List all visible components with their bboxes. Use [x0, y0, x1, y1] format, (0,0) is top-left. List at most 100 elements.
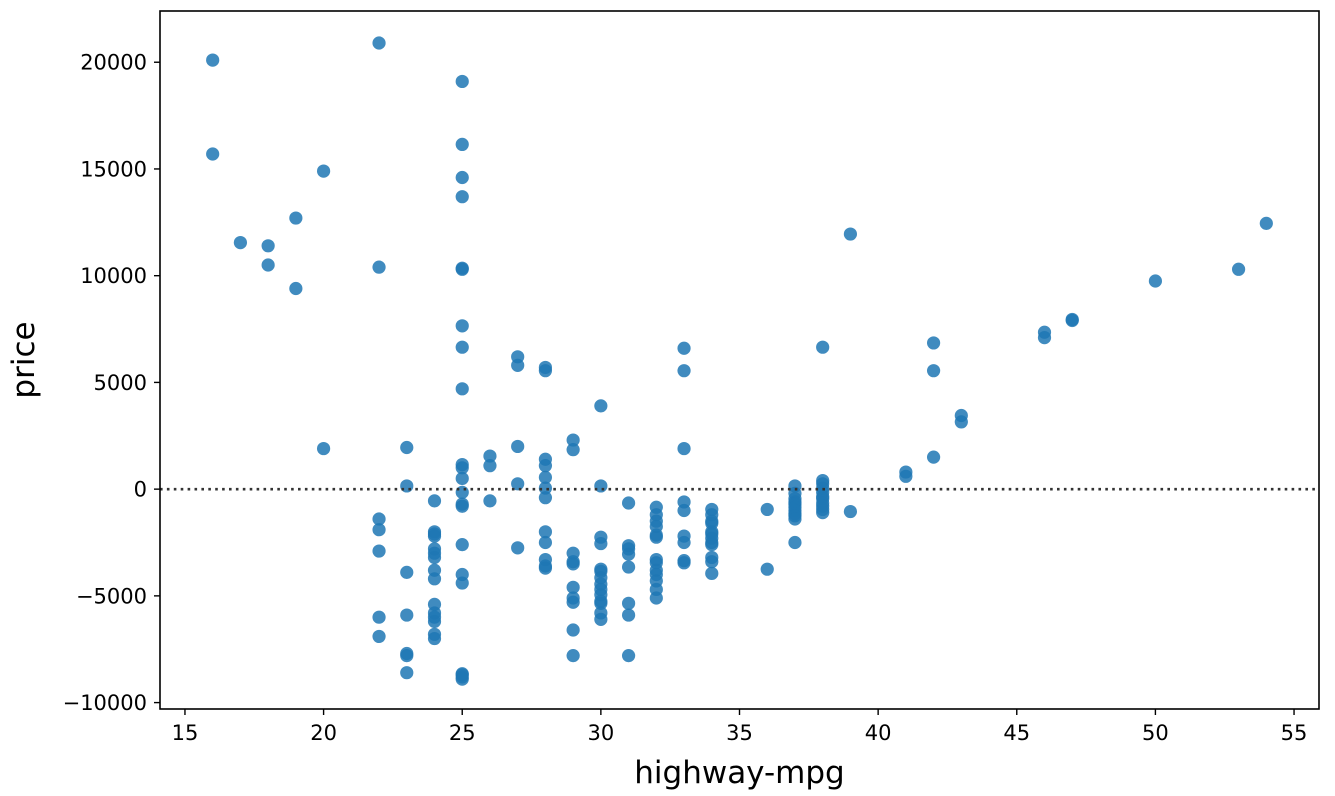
data-point [372, 36, 386, 50]
data-point [566, 557, 580, 571]
data-point [760, 562, 774, 576]
data-point [677, 503, 691, 518]
y-axis-ticks: −10000 −5000 0 5000 10000 15000 20000 [63, 51, 160, 715]
data-point [400, 565, 414, 579]
data-point [289, 281, 303, 296]
data-point [400, 608, 414, 622]
data-point [538, 459, 553, 473]
data-point [1065, 313, 1079, 328]
x-tick-label: 40 [865, 721, 892, 745]
data-point [1037, 330, 1052, 345]
data-point [677, 341, 691, 355]
data-point [538, 481, 553, 495]
data-point [926, 336, 941, 350]
data-point [372, 610, 386, 624]
data-point [455, 672, 469, 686]
data-point [649, 591, 663, 605]
x-tick-label: 45 [1003, 721, 1030, 745]
data-point [538, 470, 553, 484]
y-tick-label: −5000 [76, 584, 147, 608]
data-point [400, 479, 414, 493]
y-tick-label: −10000 [63, 691, 147, 715]
data-point [621, 596, 636, 610]
data-point [926, 450, 941, 464]
data-point [816, 506, 830, 520]
data-point [261, 239, 275, 253]
data-point [677, 535, 691, 550]
data-point [538, 535, 553, 550]
data-point [705, 538, 719, 552]
data-point [427, 631, 442, 646]
data-point [372, 523, 386, 537]
data-point [483, 494, 497, 508]
data-point [621, 649, 636, 663]
data-point [511, 358, 525, 372]
data-point [843, 227, 858, 241]
data-point [538, 561, 553, 575]
y-tick-label: 15000 [80, 157, 147, 181]
data-point [621, 547, 636, 561]
data-point [289, 211, 303, 225]
data-point [455, 576, 469, 590]
data-point [538, 525, 553, 539]
data-point [816, 340, 830, 354]
data-point [1259, 216, 1273, 230]
data-point [705, 566, 719, 581]
data-point [899, 469, 913, 483]
y-tick-label: 5000 [94, 371, 147, 395]
data-point [372, 629, 386, 644]
plot-area-frame [159, 10, 1320, 710]
data-point [455, 499, 469, 513]
data-point [926, 364, 941, 378]
data-point [483, 449, 497, 463]
x-tick-label: 20 [310, 721, 337, 745]
x-axis-label: highway-mpg [634, 755, 844, 791]
data-point [566, 623, 580, 637]
data-point [455, 471, 469, 486]
data-point [455, 319, 469, 333]
data-point [1148, 274, 1163, 288]
data-point [511, 541, 525, 555]
data-point [400, 440, 414, 455]
data-point [455, 340, 469, 354]
x-tick-label: 25 [449, 721, 476, 745]
data-point [455, 137, 469, 152]
data-point [455, 485, 469, 499]
data-point [538, 364, 553, 378]
data-point [455, 74, 469, 89]
data-point [427, 614, 442, 629]
x-axis-ticks: 15 20 25 30 35 40 45 50 55 [172, 709, 1308, 745]
x-tick-label: 30 [587, 721, 614, 745]
data-point [621, 608, 636, 622]
data-point [788, 535, 802, 550]
x-tick-label: 55 [1281, 721, 1308, 745]
data-point [400, 666, 414, 680]
data-point [316, 441, 331, 456]
data-point [788, 512, 802, 526]
data-point [372, 544, 386, 558]
data-point [649, 530, 663, 544]
data-point [427, 550, 442, 565]
data-point [427, 494, 442, 508]
data-point [594, 612, 608, 626]
data-point [954, 415, 968, 429]
data-point [538, 491, 553, 505]
data-point [621, 496, 636, 510]
data-point [594, 479, 608, 493]
data-point [760, 502, 774, 517]
data-point [594, 536, 608, 551]
data-point [843, 504, 858, 519]
data-point [566, 649, 580, 663]
data-point [455, 382, 469, 396]
data-point [705, 555, 719, 569]
data-point [427, 529, 442, 543]
data-point [233, 236, 248, 250]
y-tick-label: 10000 [80, 264, 147, 288]
y-axis-label: price [6, 321, 42, 398]
data-point [455, 190, 469, 204]
data-point [511, 439, 525, 454]
data-point [566, 443, 580, 457]
data-point [594, 596, 608, 610]
data-point [427, 572, 442, 586]
